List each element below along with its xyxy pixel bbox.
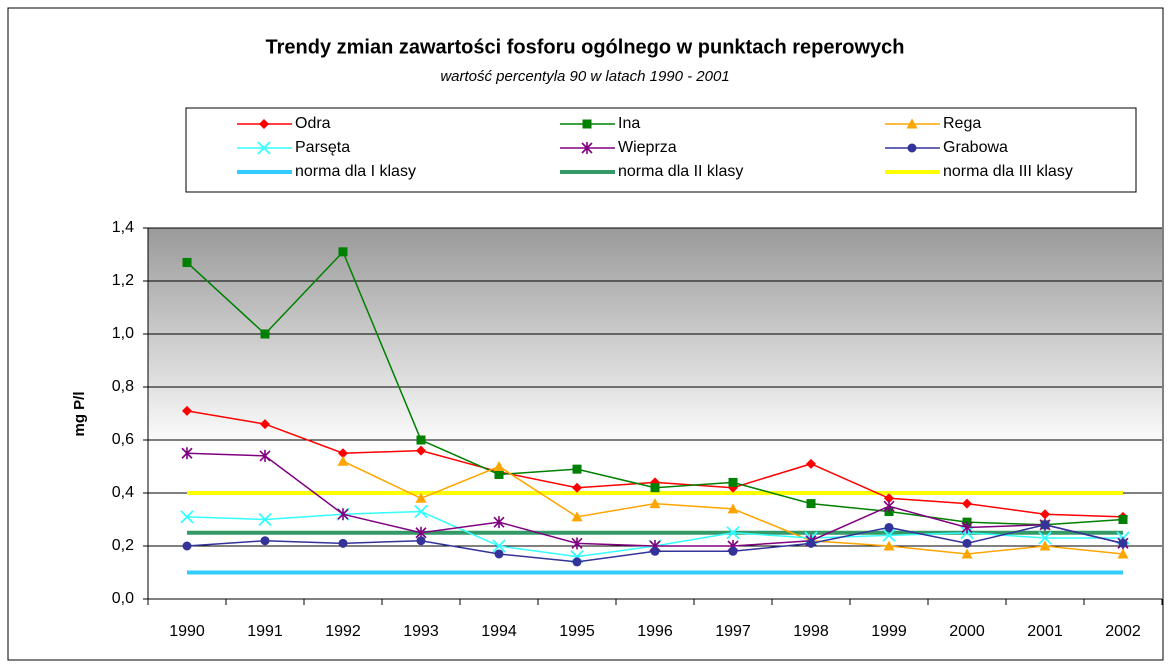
legend-label: Odra [295, 115, 331, 132]
marker [337, 508, 349, 521]
y-axis-label: mg P/l [71, 391, 88, 436]
marker [493, 461, 505, 471]
marker [572, 482, 582, 493]
marker [884, 522, 894, 532]
legend-label: Grabowa [943, 139, 1008, 156]
marker [260, 329, 270, 339]
marker [571, 511, 583, 522]
legend-label: Ina [618, 115, 640, 132]
legend-label: norma dla I klasy [295, 163, 416, 180]
marker [416, 435, 426, 445]
chart-subtitle: wartość percentyla 90 w latach 1990 - 20… [440, 68, 729, 85]
marker [884, 493, 894, 504]
marker [182, 541, 192, 551]
marker [182, 405, 192, 416]
marker [259, 119, 269, 129]
marker [338, 448, 348, 459]
marker [728, 477, 738, 487]
marker [961, 548, 973, 559]
marker [883, 500, 895, 513]
marker [726, 526, 740, 540]
marker [883, 540, 895, 551]
marker [338, 247, 348, 257]
x-tick-label: 1999 [871, 623, 907, 640]
legend-label: Wieprza [618, 139, 677, 156]
marker [260, 419, 270, 430]
marker [806, 499, 816, 509]
marker [416, 536, 426, 546]
legend-label: norma dla II klasy [618, 163, 743, 180]
marker [1117, 548, 1129, 559]
marker [961, 521, 973, 534]
marker [962, 538, 972, 548]
marker [180, 510, 194, 524]
marker [806, 538, 816, 548]
marker [494, 549, 504, 559]
marker [581, 142, 593, 154]
series [337, 455, 1129, 559]
marker [1040, 520, 1050, 530]
legend-label: Parsęta [295, 139, 350, 156]
marker [1040, 509, 1050, 520]
x-tick-label: 1997 [715, 623, 751, 640]
marker [1118, 515, 1128, 524]
marker [582, 119, 592, 129]
marker [258, 512, 272, 527]
y-tick-label: 0,6 [112, 431, 134, 448]
legend-box [185, 107, 1137, 193]
marker [1039, 540, 1051, 551]
series [182, 520, 1128, 567]
x-tick-label: 1994 [481, 623, 517, 640]
legend-label: norma dla III klasy [943, 163, 1073, 180]
marker [907, 143, 917, 153]
marker [338, 538, 348, 548]
marker [337, 455, 349, 466]
x-tick-label: 1995 [559, 623, 595, 640]
marker [494, 469, 504, 479]
marker [257, 141, 271, 155]
x-tick-label: 1996 [637, 623, 673, 640]
marker [806, 458, 816, 469]
marker [260, 536, 270, 546]
marker [493, 516, 505, 529]
marker [415, 492, 427, 503]
x-tick-label: 2002 [1105, 623, 1141, 640]
y-tick-label: 1,2 [112, 272, 134, 289]
marker [650, 483, 660, 493]
marker [882, 528, 896, 543]
marker [650, 546, 660, 556]
marker [414, 504, 428, 519]
marker [728, 546, 738, 556]
marker [572, 557, 582, 567]
marker [727, 503, 739, 514]
marker [259, 449, 271, 462]
x-tick-label: 1998 [793, 623, 829, 640]
x-tick-label: 1992 [325, 623, 361, 640]
y-tick-label: 0,4 [112, 484, 134, 501]
y-tick-label: 1,4 [112, 219, 134, 236]
x-tick-label: 2001 [1027, 623, 1063, 640]
chart-title: Trendy zmian zawartości fosforu ogólnego… [266, 36, 905, 58]
marker [1038, 531, 1052, 545]
x-tick-label: 1990 [169, 623, 205, 640]
y-tick-label: 1,0 [112, 325, 134, 342]
marker [182, 257, 192, 267]
y-tick-label: 0,0 [112, 590, 134, 607]
legend-label: Rega [943, 115, 981, 132]
x-tick-label: 1991 [247, 623, 283, 640]
x-tick-label: 1993 [403, 623, 439, 640]
y-tick-label: 0,8 [112, 378, 134, 395]
marker [1118, 538, 1128, 548]
marker [571, 537, 583, 550]
y-tick-label: 0,2 [112, 537, 134, 554]
marker [962, 498, 972, 509]
marker [649, 498, 661, 509]
marker [906, 118, 918, 129]
marker [416, 445, 426, 456]
x-tick-label: 2000 [949, 623, 985, 640]
marker [181, 447, 193, 460]
marker [492, 539, 506, 553]
marker [572, 464, 582, 474]
